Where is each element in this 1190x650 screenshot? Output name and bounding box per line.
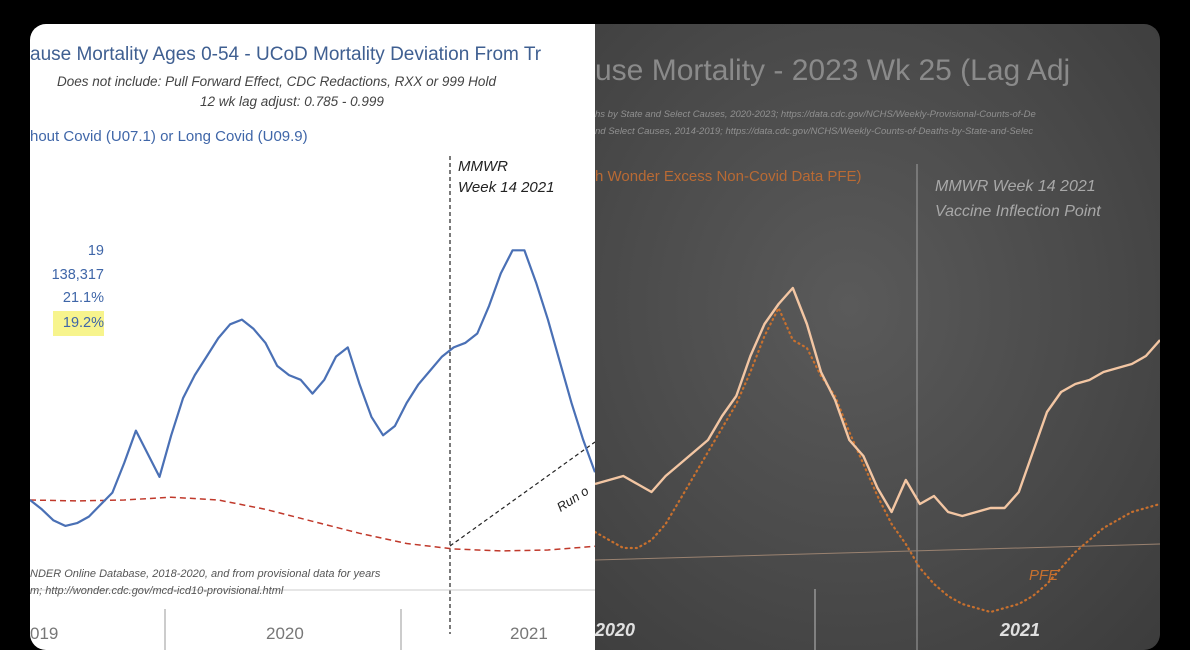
left-chart-subtitle-1: Does not include: Pull Forward Effect, C… xyxy=(57,74,496,89)
left-source-note: NDER Online Database, 2018-2020, and fro… xyxy=(30,568,381,597)
left-chart-title: ause Mortality Ages 0-54 - UCoD Mortalit… xyxy=(30,44,542,65)
left-chart-svg xyxy=(30,156,595,650)
right-baseline-line xyxy=(595,543,1160,561)
left-mortality-series xyxy=(30,249,595,527)
left-chart-panel: ause Mortality Ages 0-54 - UCoD Mortalit… xyxy=(30,24,595,650)
right-chart-svg xyxy=(595,164,1160,650)
stat-value: 138,317 xyxy=(51,266,104,283)
left-x-tick-label: 019 xyxy=(30,624,59,643)
left-stats-block: 19 138,317 21.1% 19.2% xyxy=(30,240,104,336)
right-chart-title: use Mortality - 2023 Wk 25 (Lag Adj xyxy=(595,54,1071,87)
image-frame: ause Mortality Ages 0-54 - UCoD Mortalit… xyxy=(30,24,1160,650)
stat-value: 21.1% xyxy=(62,290,104,306)
stat-value: 19 xyxy=(87,243,104,259)
right-pfe-label: PFE xyxy=(1029,567,1059,584)
left-trend-projection-line xyxy=(449,441,595,547)
left-baseline-series xyxy=(30,496,595,552)
right-chart-panel: use Mortality - 2023 Wk 25 (Lag Adj hs b… xyxy=(595,24,1160,650)
right-pfe-series xyxy=(595,306,1160,614)
right-mortality-series xyxy=(595,286,1160,518)
right-x-tick-label: 2021 xyxy=(1000,620,1041,640)
left-chart-subtitle-2: 12 wk lag adjust: 0.785 - 0.999 xyxy=(200,94,384,109)
left-x-tick-label: 2021 xyxy=(510,624,548,643)
stat-value-highlighted: 19.2% xyxy=(52,310,104,336)
left-mmwr-annotation: MMWR Week 14 2021 xyxy=(458,158,555,196)
right-source-note: hs by State and Select Causes, 2020-2023… xyxy=(595,109,1036,137)
right-mmwr-annotation: MMWR Week 14 2021 Vaccine Inflection Poi… xyxy=(935,178,1101,220)
left-legend-text: hout Covid (U07.1) or Long Covid (U09.9) xyxy=(30,128,308,145)
right-legend-text: h Wonder Excess Non-Covid Data PFE) xyxy=(595,168,862,185)
left-x-tick-label: 2020 xyxy=(266,624,304,643)
right-x-tick-label: 2020 xyxy=(595,620,636,640)
